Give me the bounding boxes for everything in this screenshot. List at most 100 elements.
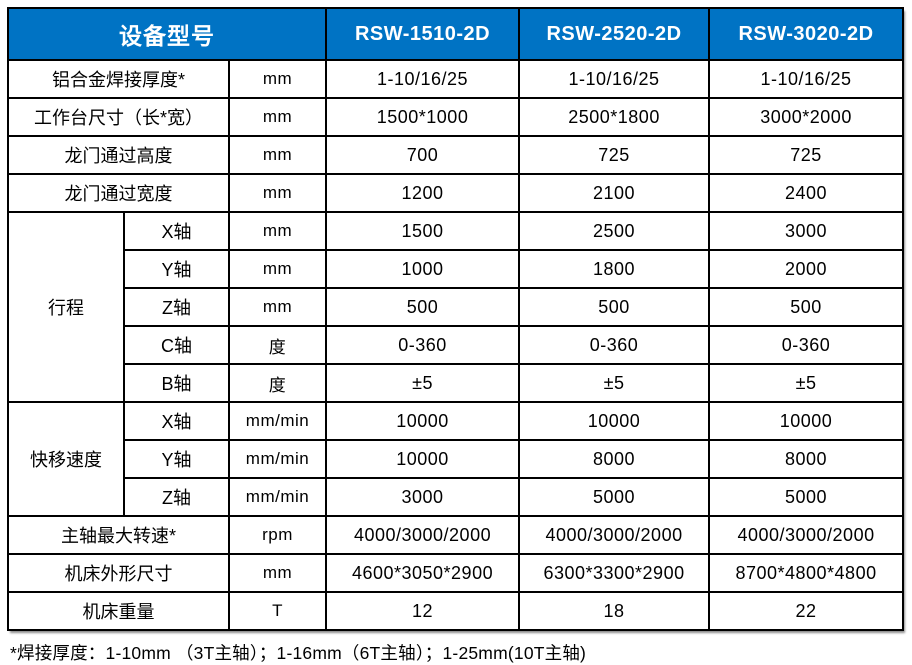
cell-value: 1800 xyxy=(518,249,711,289)
cell-value: 4000/3000/2000 xyxy=(325,515,521,555)
row-unit: mm xyxy=(227,173,328,213)
row-label: 机床外形尺寸 xyxy=(7,553,230,593)
spec-table-body: 铝合金焊接厚度* mm 1-10/16/25 1-10/16/25 1-10/1… xyxy=(7,59,905,631)
row-unit: mm xyxy=(227,553,328,593)
cell-value: 2100 xyxy=(518,173,711,213)
cell-value: 18 xyxy=(518,591,711,631)
header-model-rsw-2520-2d: RSW-2520-2D xyxy=(518,7,711,61)
cell-value: 5000 xyxy=(518,477,711,517)
row-label: 铝合金焊接厚度* xyxy=(7,59,230,99)
cell-value: 8700*4800*4800 xyxy=(708,553,905,593)
table-row-rapid-x: 快移速度 X轴 mm/min 10000 10000 10000 xyxy=(7,401,905,517)
table-row-travel-x: 行程 X轴 mm 1500 2500 3000 xyxy=(7,211,905,403)
table-row-gantry-width: 龙门通过宽度 mm 1200 2100 2400 xyxy=(7,173,905,213)
table-row-travel-c: C轴 度 0-360 0-360 0-360 xyxy=(8,325,905,365)
cell-value: 0-360 xyxy=(518,325,711,365)
row-sublabel: X轴 xyxy=(123,401,230,441)
row-sublabel: Z轴 xyxy=(123,477,230,517)
cell-value: 2500 xyxy=(518,211,711,251)
spec-table: 设备型号 RSW-1510-2D RSW-2520-2D RSW-3020-2D… xyxy=(6,7,905,631)
table-row-weld-thickness: 铝合金焊接厚度* mm 1-10/16/25 1-10/16/25 1-10/1… xyxy=(7,59,905,99)
cell-value: 8000 xyxy=(708,439,905,479)
cell-value: 4600*3050*2900 xyxy=(325,553,521,593)
table-row-travel-y: Y轴 mm 1000 1800 2000 xyxy=(8,249,905,289)
cell-value: 1500 xyxy=(325,211,521,251)
cell-value: 500 xyxy=(325,287,521,327)
table-row-machine-dimensions: 机床外形尺寸 mm 4600*3050*2900 6300*3300*2900 … xyxy=(7,553,905,593)
cell-value: ±5 xyxy=(325,363,521,403)
cell-value: 8000 xyxy=(518,439,711,479)
cell-value: 725 xyxy=(708,135,905,175)
cell-value: 10000 xyxy=(708,401,905,441)
row-unit: T xyxy=(227,591,328,631)
row-unit: 度 xyxy=(227,363,328,403)
row-label: 龙门通过高度 xyxy=(7,135,230,175)
cell-value: 500 xyxy=(518,287,711,327)
row-unit: mm xyxy=(227,97,328,137)
row-label: 主轴最大转速* xyxy=(7,515,230,555)
cell-value: ±5 xyxy=(518,363,711,403)
header-row: 设备型号 RSW-1510-2D RSW-2520-2D RSW-3020-2D xyxy=(6,7,905,61)
row-unit: mm/min xyxy=(227,401,328,441)
cell-value: 10000 xyxy=(325,401,521,441)
row-unit: mm/min xyxy=(227,477,328,517)
cell-value: 1-10/16/25 xyxy=(518,59,711,99)
row-sublabel: Y轴 xyxy=(123,249,230,289)
cell-value: 1-10/16/25 xyxy=(325,59,521,99)
header-model-rsw-3020-2d: RSW-3020-2D xyxy=(708,7,905,61)
row-sublabel: X轴 xyxy=(123,211,230,251)
cell-value: 4000/3000/2000 xyxy=(518,515,711,555)
group-label-travel: 行程 xyxy=(7,211,125,403)
table-row-spindle-max-speed: 主轴最大转速* rpm 4000/3000/2000 4000/3000/200… xyxy=(7,515,905,555)
row-unit: rpm xyxy=(227,515,328,555)
row-unit: mm xyxy=(227,211,328,251)
cell-value: 10000 xyxy=(518,401,711,441)
cell-value: 3000 xyxy=(708,211,905,251)
row-sublabel: Z轴 xyxy=(123,287,230,327)
row-unit: 度 xyxy=(227,325,328,365)
cell-value: 0-360 xyxy=(708,325,905,365)
group-label-rapid-speed: 快移速度 xyxy=(7,401,125,517)
row-unit: mm xyxy=(227,135,328,175)
cell-value: 0-360 xyxy=(325,325,521,365)
row-sublabel: B轴 xyxy=(123,363,230,403)
table-row-rapid-z: Z轴 mm/min 3000 5000 5000 xyxy=(8,477,905,517)
row-unit: mm xyxy=(227,287,328,327)
cell-value: 2400 xyxy=(708,173,905,213)
spec-table-header: 设备型号 RSW-1510-2D RSW-2520-2D RSW-3020-2D xyxy=(6,7,905,61)
cell-value: ±5 xyxy=(708,363,905,403)
footnote-weld-thickness: *焊接厚度：1-10mm （3T主轴）；1-16mm（6T主轴）；1-25mm(… xyxy=(10,643,587,663)
cell-value: 500 xyxy=(708,287,905,327)
table-row-gantry-height: 龙门通过高度 mm 700 725 725 xyxy=(7,135,905,175)
cell-value: 4000/3000/2000 xyxy=(708,515,905,555)
cell-value: 6300*3300*2900 xyxy=(518,553,711,593)
cell-value: 2000 xyxy=(708,249,905,289)
cell-value: 725 xyxy=(518,135,711,175)
cell-value: 3000 xyxy=(325,477,521,517)
cell-value: 10000 xyxy=(325,439,521,479)
cell-value: 1-10/16/25 xyxy=(708,59,905,99)
cell-value: 2500*1800 xyxy=(518,97,711,137)
cell-value: 12 xyxy=(325,591,521,631)
row-unit: mm/min xyxy=(227,439,328,479)
row-unit: mm xyxy=(227,249,328,289)
table-row-machine-weight: 机床重量 T 12 18 22 xyxy=(7,591,905,631)
table-row-rapid-y: Y轴 mm/min 10000 8000 8000 xyxy=(8,439,905,479)
cell-value: 5000 xyxy=(708,477,905,517)
footnotes: *焊接厚度：1-10mm （3T主轴）；1-16mm（6T主轴）；1-25mm(… xyxy=(10,640,912,665)
row-label: 龙门通过宽度 xyxy=(7,173,230,213)
cell-value: 3000*2000 xyxy=(708,97,905,137)
cell-value: 1500*1000 xyxy=(325,97,521,137)
cell-value: 1200 xyxy=(325,173,521,213)
cell-value: 1000 xyxy=(325,249,521,289)
row-unit: mm xyxy=(227,59,328,99)
cell-value: 700 xyxy=(325,135,521,175)
row-label: 机床重量 xyxy=(7,591,230,631)
header-device-model-label: 设备型号 xyxy=(6,7,328,61)
cell-value: 22 xyxy=(708,591,905,631)
header-model-rsw-1510-2d: RSW-1510-2D xyxy=(325,7,521,61)
table-row-travel-b: B轴 度 ±5 ±5 ±5 xyxy=(8,363,905,403)
row-sublabel: Y轴 xyxy=(123,439,230,479)
table-row-travel-z: Z轴 mm 500 500 500 xyxy=(8,287,905,327)
